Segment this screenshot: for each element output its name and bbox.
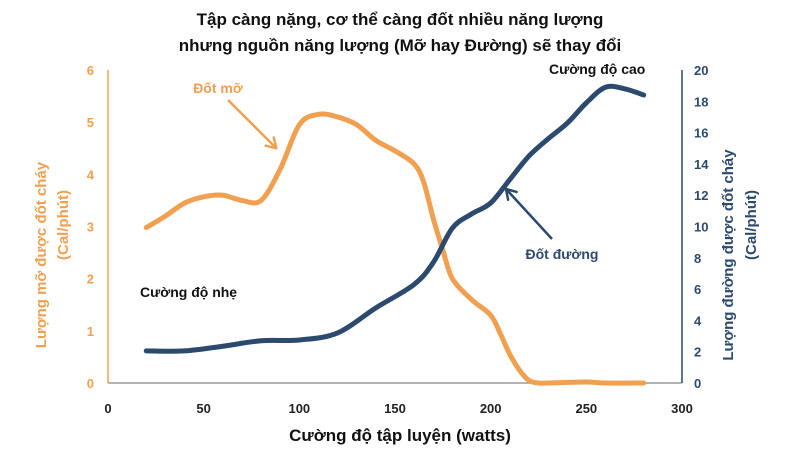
left-y-axis-label-line-1: Lượng mỡ được đốt cháy [33, 161, 50, 348]
arrow-head [504, 187, 518, 201]
annotation-fat-arrow [227, 99, 278, 150]
left-y-tick-label: 4 [87, 167, 95, 182]
left-y-tick-label: 5 [87, 115, 94, 130]
x-tick-label: 200 [480, 401, 502, 416]
x-axis-label: Cường độ tập luyện (watts) [289, 426, 511, 445]
arrow-shaft [505, 188, 553, 240]
x-tick-label: 0 [104, 401, 111, 416]
x-tick-label: 100 [288, 401, 310, 416]
annotation-fat-label: Đốt mỡ [193, 80, 243, 96]
x-tick-label: 150 [384, 401, 406, 416]
x-tick-labels: 0 50 100 150 200 250 300 [104, 401, 692, 416]
series-sugar-line [143, 83, 647, 354]
right-y-tick-label: 20 [694, 63, 708, 78]
chart-title-line-2: nhưng nguồn năng lượng (Mỡ hay Đường) sẽ… [179, 36, 621, 55]
left-y-axis-label-line-2: (Cal/phút) [55, 190, 72, 260]
left-y-tick-labels: 0 1 2 3 4 5 6 [87, 63, 95, 391]
right-y-tick-label: 4 [694, 313, 702, 328]
right-y-tick-label: 16 [694, 126, 708, 141]
right-y-tick-label: 2 [694, 345, 701, 360]
arrow-head [264, 136, 278, 150]
right-y-tick-label: 14 [694, 157, 709, 172]
arrow-shaft [227, 99, 278, 150]
right-y-tick-label: 12 [694, 188, 708, 203]
right-y-tick-label: 6 [694, 282, 701, 297]
x-tick-label: 300 [671, 401, 693, 416]
left-y-tick-label: 2 [87, 272, 94, 287]
x-tick-label: 50 [196, 401, 210, 416]
right-y-tick-labels: 0 2 4 6 8 10 12 14 16 18 20 [694, 63, 709, 391]
left-y-tick-label: 1 [87, 324, 94, 339]
right-y-tick-label: 10 [694, 220, 708, 235]
annotation-low-intensity: Cường độ nhẹ [140, 284, 237, 300]
x-tick-label: 250 [575, 401, 597, 416]
chart-title-line-1: Tập càng nặng, cơ thể càng đốt nhiều năn… [197, 10, 604, 29]
right-y-tick-label: 0 [694, 376, 701, 391]
annotation-high-intensity: Cường độ cao [549, 61, 645, 77]
annotation-sugar-label: Đốt đường [526, 246, 599, 262]
left-y-tick-label: 0 [87, 376, 94, 391]
right-y-axis-label-line-1: Lượng đường được đốt cháy [720, 149, 737, 361]
right-y-tick-label: 8 [694, 251, 701, 266]
series-fat-line [143, 111, 647, 386]
right-y-tick-label: 18 [694, 94, 708, 109]
annotation-sugar-arrow [504, 187, 553, 240]
left-y-tick-label: 6 [87, 63, 94, 78]
right-y-axis-label-line-2: (Cal/phút) [743, 190, 760, 260]
left-y-tick-label: 3 [87, 220, 94, 235]
